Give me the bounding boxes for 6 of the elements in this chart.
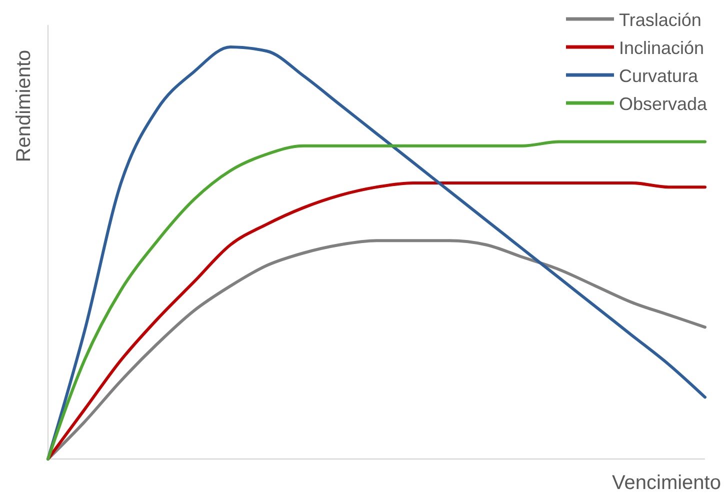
x-axis-title: Vencimiento [612,472,721,494]
y-axis-title: Rendimiento [13,50,35,162]
legend-label: Inclinación [619,38,704,58]
legend-label: Curvatura [619,66,700,86]
legend-label: Observada [619,94,708,114]
legend-label: Traslación [619,10,702,30]
